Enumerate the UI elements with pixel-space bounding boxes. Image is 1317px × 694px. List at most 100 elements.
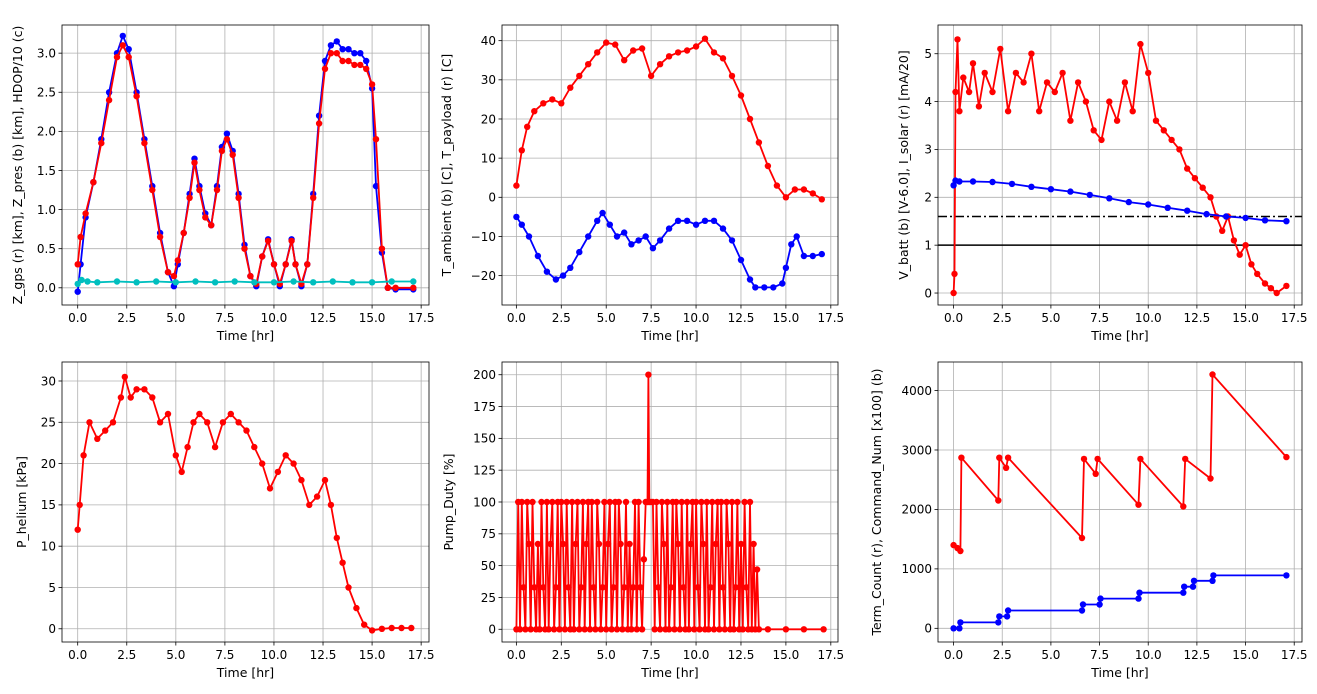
data-point: [105, 96, 113, 104]
data-point: [710, 626, 718, 633]
x-tick-label: 17.5: [1281, 648, 1308, 662]
data-point: [247, 272, 254, 280]
data-point: [1098, 136, 1105, 144]
data-point: [538, 498, 545, 506]
panel-1: 0.0 2.5 5.0 7.5 10.0 12.5 15.0 17.5 0.0 0.5 1.0 1.5…: [10, 24, 435, 343]
x-tick-label: 2.5: [993, 311, 1012, 325]
data-point: [656, 237, 664, 244]
y-tick-label: 150: [473, 432, 496, 446]
x-tick-label: 15.0: [773, 648, 800, 662]
data-point: [622, 498, 630, 506]
data-point: [327, 501, 335, 509]
data-point: [1242, 242, 1249, 249]
data-point: [956, 625, 963, 632]
x-tick-label: 0.0: [944, 648, 963, 662]
x-tick-label: 2.5: [117, 311, 136, 325]
data-point: [1137, 40, 1144, 48]
data-point: [1004, 607, 1012, 614]
data-point: [559, 540, 567, 548]
data-point: [667, 584, 675, 591]
data-point: [737, 92, 745, 99]
x-tick-label: 0.0: [68, 311, 87, 325]
data-point: [1184, 165, 1191, 172]
data-point: [599, 584, 606, 591]
x-tick-label: 17.5: [408, 311, 435, 325]
data-point: [576, 626, 583, 633]
data-point: [180, 229, 187, 237]
data-point: [549, 96, 556, 103]
data-point: [109, 419, 117, 426]
data-layer: [513, 371, 827, 633]
data-point: [333, 38, 340, 45]
data-point: [213, 186, 221, 194]
data-point: [290, 278, 297, 285]
data-point: [518, 147, 525, 154]
data-point: [653, 498, 660, 506]
data-point: [1199, 184, 1206, 191]
data-point: [981, 69, 988, 77]
data-point: [969, 178, 977, 185]
data-point: [133, 279, 140, 286]
x-tick-label: 7.5: [215, 648, 234, 662]
data-point: [696, 626, 703, 633]
data-point: [1242, 214, 1249, 222]
data-point: [543, 498, 551, 506]
y-tick-label: 3.0: [37, 46, 56, 60]
data-point: [952, 88, 959, 96]
data-point: [1191, 175, 1199, 182]
data-point: [671, 626, 678, 633]
data-point: [540, 584, 547, 591]
data-point: [178, 468, 185, 476]
data-point: [190, 419, 197, 426]
data-point: [1012, 69, 1020, 77]
data-point: [1283, 453, 1290, 461]
data-point: [1082, 98, 1090, 105]
data-point: [524, 123, 531, 130]
data-point: [208, 222, 215, 229]
y-tick-label: 5: [924, 47, 932, 61]
data-point: [721, 626, 728, 633]
y-axis-label: V_batt (b) [V-6.0], I_solar (r) [mA/20]: [896, 50, 911, 280]
data-point: [635, 237, 642, 244]
data-point: [1160, 127, 1168, 134]
data-point: [1036, 108, 1043, 115]
data-point: [956, 178, 963, 185]
data-point: [1273, 289, 1280, 297]
data-point: [746, 276, 754, 283]
y-tick-label: 0: [48, 622, 56, 636]
data-point: [995, 619, 1002, 626]
data-point: [746, 498, 754, 506]
data-point: [363, 57, 370, 65]
x-tick-label: 7.5: [1090, 311, 1109, 325]
x-tick-label: 15.0: [1232, 311, 1259, 325]
data-point: [125, 46, 132, 53]
data-point: [1267, 285, 1275, 292]
data-point: [321, 65, 329, 73]
data-point: [353, 604, 360, 612]
y-tick-label: 1.0: [37, 203, 56, 217]
data-point: [674, 49, 682, 56]
data-point: [563, 498, 570, 506]
data-point: [559, 272, 567, 279]
data-point: [345, 46, 352, 53]
data-point: [1209, 577, 1216, 584]
panel-2: 0.0 2.5 5.0 7.5 10.0 12.5 15.0 17.5 −20 −10 0 10 20 3…: [439, 24, 844, 343]
data-point: [692, 221, 700, 228]
x-tick-label: 0.0: [944, 311, 963, 325]
y-tick-label: 2.5: [37, 86, 56, 100]
data-point: [98, 139, 105, 147]
data-point: [655, 584, 662, 591]
data-point: [637, 584, 644, 591]
data-point: [121, 373, 128, 381]
x-tick-label: 10.0: [683, 648, 710, 662]
data-point: [705, 626, 712, 633]
x-axis-label: Time [hr]: [640, 328, 698, 343]
x-tick-label: 2.5: [117, 648, 136, 662]
data-point: [989, 178, 996, 186]
x-tick-label: 0.0: [507, 311, 526, 325]
data-point: [590, 584, 597, 591]
data-layer: [74, 32, 417, 295]
data-point: [525, 233, 533, 240]
data-point: [665, 225, 673, 232]
data-point: [547, 540, 554, 548]
